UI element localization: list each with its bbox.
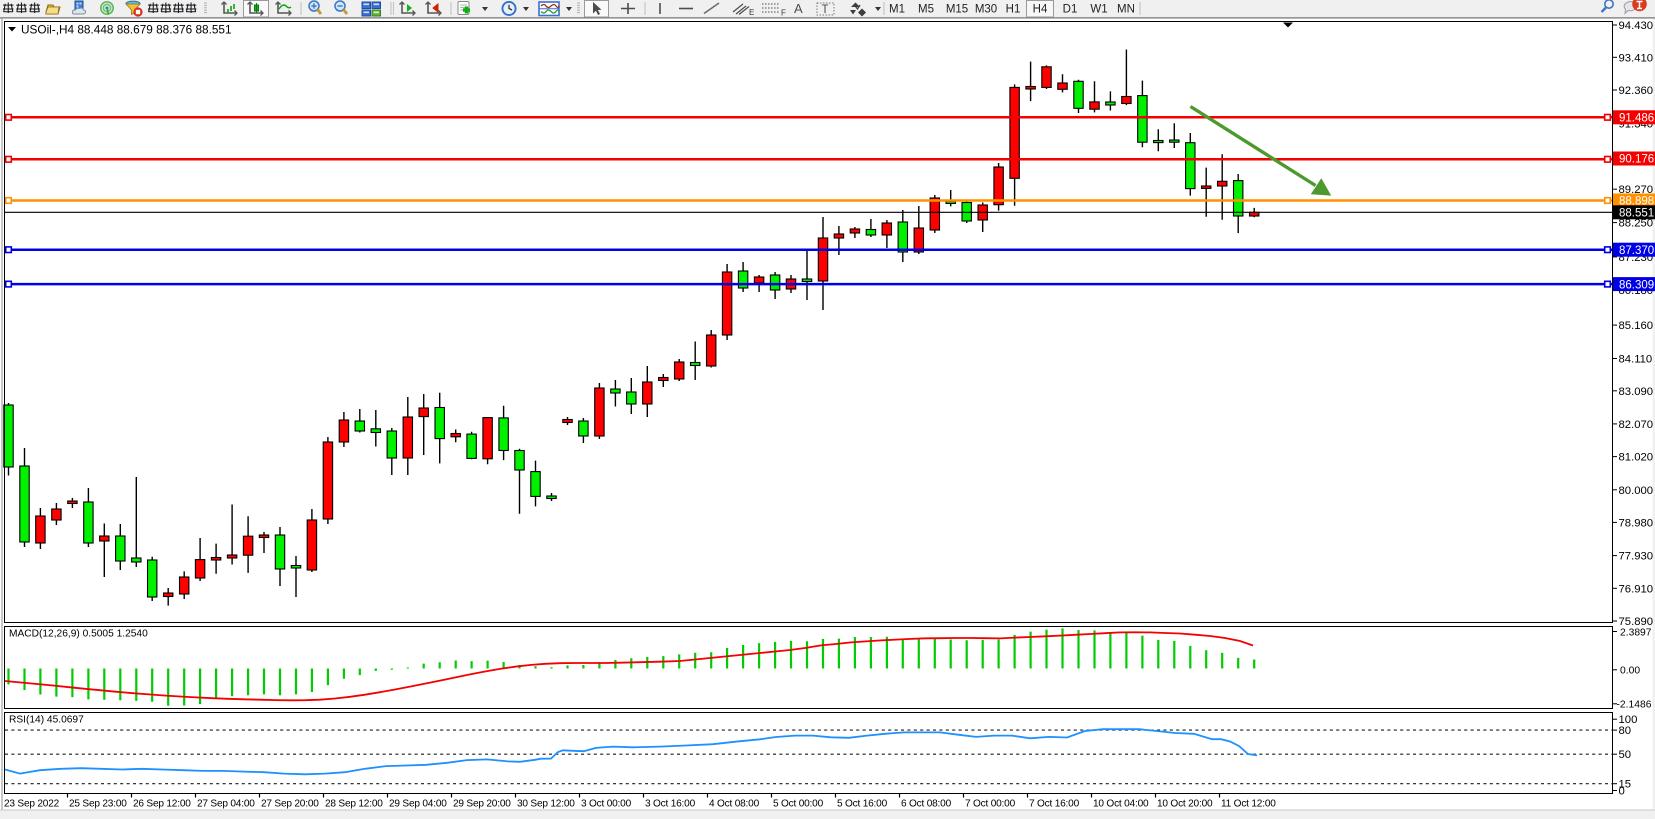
svg-text:76.910: 76.910 (1619, 583, 1654, 595)
svg-text:78.980: 78.980 (1619, 517, 1654, 529)
svg-text:87.370: 87.370 (1619, 245, 1654, 257)
svg-text:D1: D1 (1063, 4, 1078, 16)
svg-text:91.486: 91.486 (1619, 113, 1654, 125)
svg-text:88.250: 88.250 (1619, 218, 1654, 230)
svg-text:88.898: 88.898 (1619, 196, 1654, 208)
svg-text:85.160: 85.160 (1619, 320, 1654, 332)
svg-text:90.176: 90.176 (1619, 154, 1654, 166)
svg-text:81.020: 81.020 (1619, 452, 1654, 464)
svg-text:29 Sep 04:00: 29 Sep 04:00 (389, 799, 447, 810)
svg-text:3 Oct 16:00: 3 Oct 16:00 (645, 799, 696, 810)
svg-text:RSI(14) 45.0697: RSI(14) 45.0697 (9, 715, 84, 726)
svg-text:94.430: 94.430 (1619, 20, 1654, 32)
svg-text:29 Sep 20:00: 29 Sep 20:00 (453, 799, 511, 810)
svg-text:92.360: 92.360 (1619, 85, 1654, 97)
svg-text:0: 0 (1619, 786, 1625, 798)
svg-text:3 Oct 00:00: 3 Oct 00:00 (581, 799, 632, 810)
svg-text:82.070: 82.070 (1619, 419, 1654, 431)
svg-text:10 Oct 04:00: 10 Oct 04:00 (1093, 799, 1149, 810)
svg-text:28 Sep 12:00: 28 Sep 12:00 (325, 799, 383, 810)
svg-text:27 Sep 04:00: 27 Sep 04:00 (197, 799, 255, 810)
svg-text:A: A (794, 1, 803, 16)
svg-text:H1: H1 (1006, 4, 1021, 16)
svg-text:MACD(12,26,9) 0.5005 1.2540: MACD(12,26,9) 0.5005 1.2540 (9, 629, 148, 640)
svg-text:0.00: 0.00 (1620, 666, 1640, 677)
svg-text:5 Oct 16:00: 5 Oct 16:00 (837, 799, 888, 810)
svg-text:83.090: 83.090 (1619, 386, 1654, 398)
svg-text:89.270: 89.270 (1619, 184, 1654, 196)
svg-text:88.551: 88.551 (1619, 208, 1654, 220)
svg-text:-2.1486: -2.1486 (1617, 700, 1652, 711)
svg-text:M15: M15 (946, 4, 968, 16)
svg-text:7 Oct 00:00: 7 Oct 00:00 (965, 799, 1016, 810)
svg-text:75.890: 75.890 (1619, 616, 1654, 628)
svg-text:2.3897: 2.3897 (1620, 627, 1652, 638)
svg-text:W1: W1 (1090, 4, 1107, 16)
svg-text:10 Oct 20:00: 10 Oct 20:00 (1157, 799, 1213, 810)
svg-text:7 Oct 16:00: 7 Oct 16:00 (1029, 799, 1080, 810)
svg-text:USOil-,H4 88.448 88.679 88.37: USOil-,H4 88.448 88.679 88.376 88.551 (21, 23, 232, 37)
svg-text:E: E (749, 8, 754, 17)
svg-text:H4: H4 (1033, 4, 1048, 16)
svg-text:M1: M1 (889, 4, 905, 16)
svg-text:6 Oct 08:00: 6 Oct 08:00 (901, 799, 952, 810)
svg-text:77.930: 77.930 (1619, 551, 1654, 563)
svg-text:M5: M5 (918, 4, 934, 16)
svg-text:M30: M30 (975, 4, 997, 16)
svg-text:80.000: 80.000 (1619, 485, 1654, 497)
svg-text:T: T (822, 4, 829, 16)
svg-text:26 Sep 12:00: 26 Sep 12:00 (133, 799, 191, 810)
svg-text:93.410: 93.410 (1619, 52, 1654, 64)
svg-text:F: F (781, 9, 786, 18)
svg-text:23 Sep 2022: 23 Sep 2022 (4, 799, 60, 810)
svg-text:100: 100 (1619, 714, 1638, 726)
svg-text:80: 80 (1619, 725, 1632, 737)
svg-text:4 Oct 08:00: 4 Oct 08:00 (709, 799, 760, 810)
svg-text:MN: MN (1117, 4, 1135, 16)
svg-text:27 Sep 20:00: 27 Sep 20:00 (261, 799, 319, 810)
svg-text:30 Sep 12:00: 30 Sep 12:00 (517, 799, 575, 810)
svg-text:86.309: 86.309 (1619, 279, 1654, 291)
svg-text:11 Oct 12:00: 11 Oct 12:00 (1221, 799, 1276, 810)
svg-text:50: 50 (1619, 749, 1632, 761)
svg-text:91.340: 91.340 (1619, 118, 1654, 130)
svg-text:84.110: 84.110 (1619, 354, 1653, 366)
svg-text:15: 15 (1619, 779, 1632, 791)
svg-text:25 Sep 23:00: 25 Sep 23:00 (69, 799, 127, 810)
svg-text:5 Oct 00:00: 5 Oct 00:00 (773, 799, 824, 810)
